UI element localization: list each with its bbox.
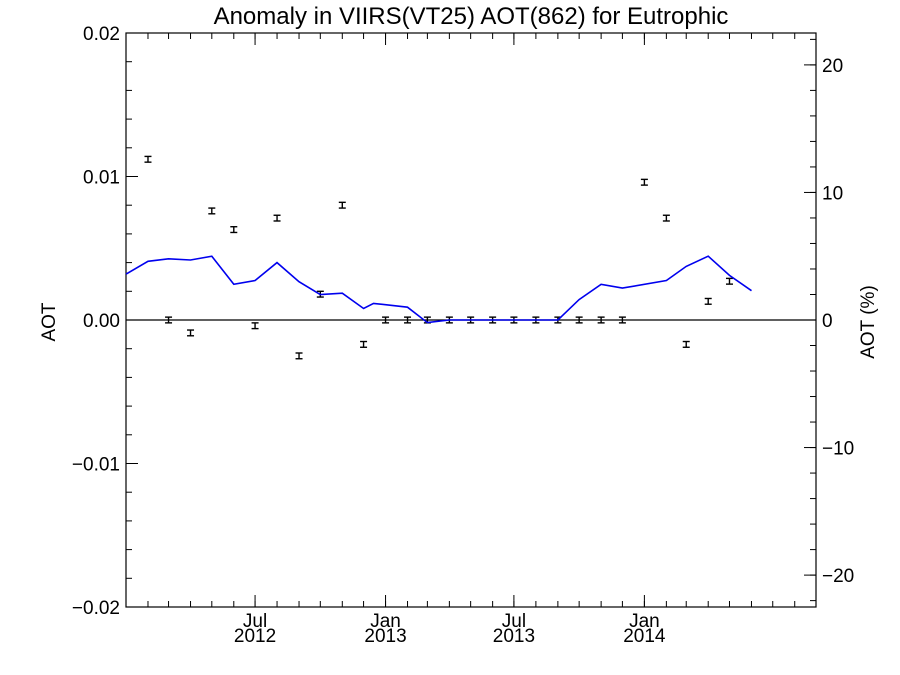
data-point-errorbar [682,340,690,348]
percent-anomaly-line [125,255,752,324]
x-tick-label-year: 2012 [234,626,276,647]
data-point-errorbar [338,201,346,209]
chart-title: Anomaly in VIIRS(VT25) AOT(862) for Eutr… [214,3,729,30]
data-point-errorbar [273,214,281,222]
data-point-errorbar [360,340,368,348]
x-tick-label-year: 2013 [364,626,406,647]
data-point-errorbar [251,322,259,330]
data-point-errorbar [704,297,712,305]
data-point-errorbar [404,316,412,324]
y-tick-label-left: 0.00 [83,311,120,332]
data-point-errorbar [597,316,605,324]
y-axis-label-right: AOT (%) [858,285,879,359]
data-point-errorbar [165,316,173,324]
y-tick-label-left: −0.01 [72,455,120,476]
data-point-errorbar [295,352,303,360]
x-tick-label-month: Jul [243,611,267,632]
data-point-errorbar [230,226,238,234]
data-point-errorbar [382,316,390,324]
y-tick-label-right: 0 [822,311,833,332]
data-point-errorbar [640,178,648,186]
data-point-errorbar [208,207,216,215]
data-point-errorbar [144,155,152,163]
data-point-errorbar [187,329,195,337]
x-tick-label-month: Jan [629,611,660,632]
data-point-errorbar [662,214,670,222]
y-axis-label-left: AOT [39,302,60,341]
x-tick-label-year: 2014 [623,626,666,647]
series-layer [125,155,816,360]
x-tick-label-month: Jul [502,611,526,632]
tick-labels: −0.02−0.010.000.010.02−20−1001020Jul2012… [72,24,854,647]
data-point-errorbar [575,316,583,324]
y-tick-label-right: −20 [822,566,854,587]
data-point-errorbar [725,277,733,285]
y-tick-label-left: 0.02 [83,24,120,45]
tick-marks [125,32,816,608]
data-point-errorbar [618,316,626,324]
y-tick-label-right: 10 [822,183,843,204]
x-tick-label-year: 2013 [493,626,535,647]
y-tick-label-left: 0.01 [83,168,120,189]
y-tick-label-left: −0.02 [72,598,120,619]
y-tick-label-right: −10 [822,439,854,460]
y-tick-label-right: 20 [822,56,843,77]
x-tick-label-month: Jan [370,611,401,632]
